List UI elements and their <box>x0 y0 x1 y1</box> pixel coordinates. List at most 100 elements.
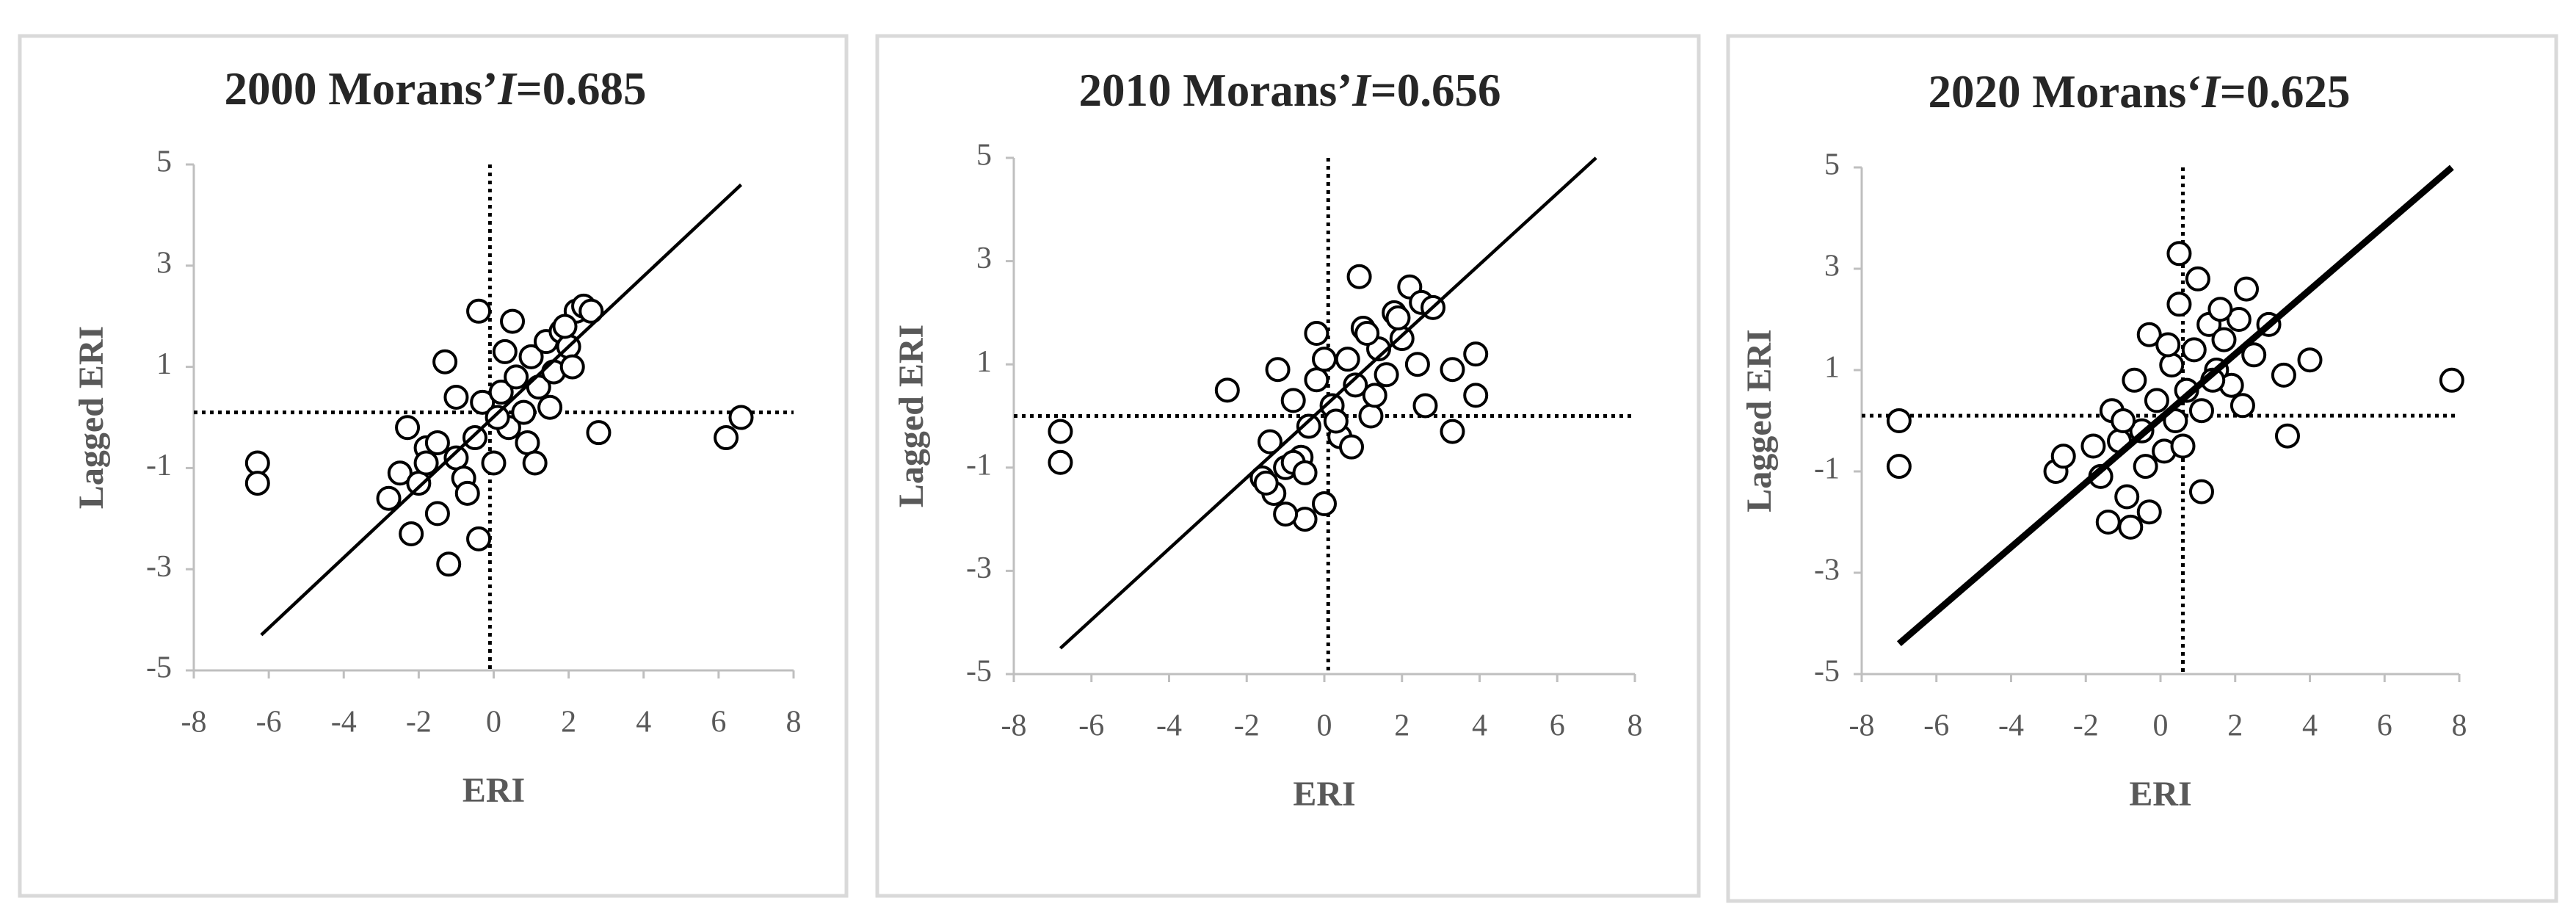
x-tick-label: 4 <box>636 706 651 739</box>
point <box>424 501 450 526</box>
x-axis-label: ERI <box>1293 775 1355 814</box>
x-tick-label: 4 <box>2302 709 2318 743</box>
x-tick-label: 2 <box>2227 709 2243 743</box>
point <box>462 425 487 451</box>
x-tick-label: -8 <box>1001 709 1027 743</box>
point <box>714 425 739 451</box>
x-tick-label: 6 <box>711 706 726 739</box>
point <box>2144 388 2169 413</box>
point <box>1280 388 1306 413</box>
x-tick-label: -2 <box>2073 709 2099 743</box>
point <box>2297 347 2323 373</box>
point <box>1404 352 1430 377</box>
chart-panel: 2010 Morans’I=0.656 -8 -6 -4 -2 0 2 4 6 8 -5 -3 -1 1 3… <box>875 34 1701 898</box>
x-tick-label: -2 <box>1234 709 1260 743</box>
point <box>2136 499 2162 525</box>
y-tick-label: 1 <box>1824 351 1840 385</box>
point <box>1346 264 1372 289</box>
point <box>1296 413 1321 439</box>
point <box>406 471 432 496</box>
title-part: 2000 Morans’ <box>225 63 498 115</box>
point <box>1362 383 1387 408</box>
title-part: I <box>497 63 518 115</box>
point <box>504 364 529 390</box>
point <box>1304 321 1329 347</box>
point <box>1339 434 1365 460</box>
point <box>2159 352 2185 378</box>
chart-title: 2010 Morans’I=0.656 <box>1079 65 1501 116</box>
title-part: =0.656 <box>1371 65 1501 116</box>
point <box>2166 292 2192 317</box>
title-part: I <box>2201 66 2221 117</box>
point <box>1048 449 1073 475</box>
y-tick-label: -5 <box>966 655 992 689</box>
y-tick-label: 1 <box>976 345 992 379</box>
point <box>1886 454 1912 479</box>
point <box>578 298 604 324</box>
point <box>443 384 469 410</box>
point <box>2241 342 2267 368</box>
point <box>2229 393 2255 419</box>
point <box>1312 347 1337 372</box>
point <box>537 394 563 420</box>
x-tick-label: -6 <box>1923 709 1949 743</box>
point <box>1048 419 1073 444</box>
y-tick-label: -5 <box>146 651 172 685</box>
point <box>1463 383 1489 408</box>
point <box>1385 305 1411 330</box>
point <box>2207 297 2233 322</box>
y-tick-label: -3 <box>966 551 992 585</box>
point <box>395 415 421 441</box>
x-tick-label: -2 <box>406 706 432 739</box>
point <box>515 430 540 455</box>
x-tick-label: -6 <box>1078 709 1104 743</box>
x-tick-label: 0 <box>2153 709 2169 743</box>
point <box>1292 460 1318 485</box>
point <box>2114 484 2140 510</box>
y-tick-label: -1 <box>966 448 992 482</box>
point <box>2211 327 2237 352</box>
x-tick-label: -4 <box>1156 709 1182 743</box>
point <box>2188 479 2214 504</box>
point <box>1214 377 1240 403</box>
point <box>728 405 754 430</box>
x-axis-label: ERI <box>462 771 525 810</box>
point <box>466 298 492 324</box>
y-axis-label: Lagged ERI <box>72 326 111 509</box>
point <box>518 344 544 369</box>
point <box>2188 398 2214 424</box>
point <box>2271 362 2296 388</box>
point <box>1343 372 1368 398</box>
x-tick-label: 8 <box>786 706 802 739</box>
x-tick-label: 8 <box>1628 709 1643 743</box>
point <box>1253 470 1279 496</box>
x-tick-label: 2 <box>1394 709 1409 743</box>
y-tick-label: -1 <box>1814 452 1840 486</box>
point <box>244 471 270 496</box>
point <box>1304 367 1329 393</box>
point <box>2185 266 2210 292</box>
point <box>2274 423 2300 449</box>
x-tick-label: -4 <box>1998 709 2024 743</box>
point <box>1335 347 1360 372</box>
x-tick-label: 4 <box>1472 709 1487 743</box>
chart-title: 2000 Morans’I=0.685 <box>225 63 647 115</box>
chart-panel: 2000 Morans’I=0.685 -8 -6 -4 -2 0 2 4 6 8 -5 -3 -1 1 3… <box>18 34 849 898</box>
point <box>2050 444 2076 469</box>
point <box>481 450 507 476</box>
point <box>2080 433 2106 459</box>
x-tick-label: -8 <box>1849 709 1875 743</box>
x-axis-label: ERI <box>2129 775 2191 814</box>
point <box>1886 408 1912 433</box>
point <box>436 551 462 577</box>
point <box>586 420 612 446</box>
point <box>2155 332 2181 358</box>
point <box>387 460 413 486</box>
point <box>1257 429 1282 455</box>
x-tick-label: 0 <box>486 706 501 739</box>
y-axis-label: Lagged ERI <box>1740 329 1779 512</box>
point <box>2234 276 2260 302</box>
point <box>522 450 548 476</box>
point <box>424 430 450 455</box>
